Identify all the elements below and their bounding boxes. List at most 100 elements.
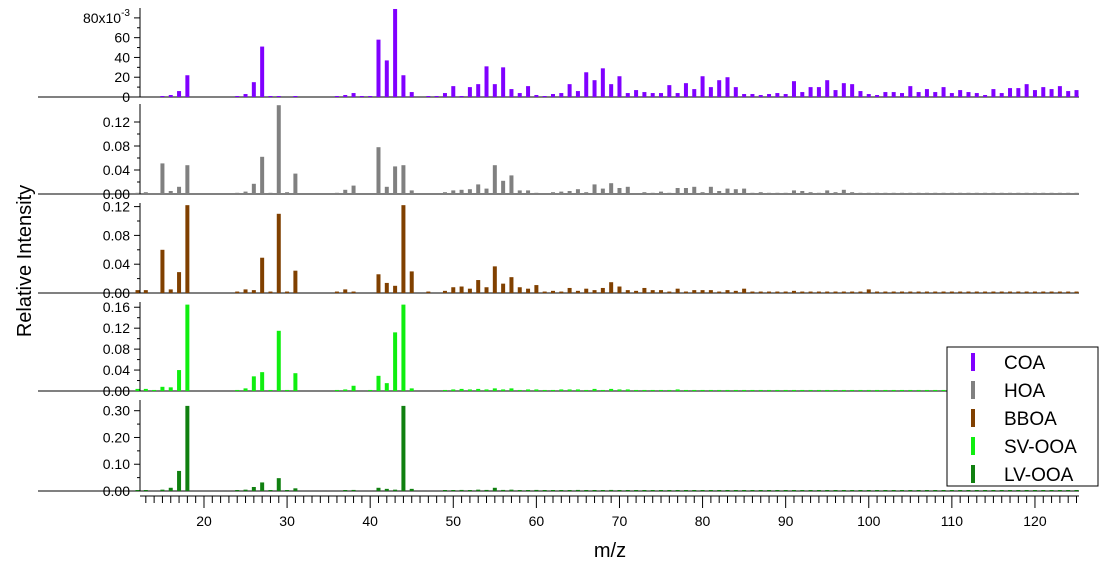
bar-mz-118 <box>1016 88 1021 97</box>
bar-mz-42 <box>384 488 389 491</box>
bar-mz-50 <box>451 389 456 391</box>
bar-mz-81 <box>708 186 713 194</box>
bar-mz-31 <box>293 373 298 391</box>
bar-mz-98 <box>850 291 855 293</box>
bar-mz-84 <box>733 189 738 194</box>
bar-mz-77 <box>675 93 680 97</box>
bar-mz-54 <box>484 489 489 491</box>
bar-mz-68 <box>600 188 605 194</box>
panel-lv-ooa: 0.00 0.10 0.20 0.30 <box>38 400 1079 499</box>
bar-mz-60 <box>534 95 539 97</box>
bar-mz-100 <box>866 389 871 391</box>
bar-mz-78 <box>683 188 688 194</box>
bar-mz-87 <box>758 291 763 293</box>
bar-mz-53 <box>476 489 481 491</box>
bar-mz-57 <box>509 489 514 491</box>
bar-mz-102 <box>883 490 888 491</box>
bar-mz-64 <box>567 84 572 97</box>
bar-mz-36 <box>334 389 339 391</box>
bar-mz-58 <box>517 287 522 293</box>
bar-mz-69 <box>609 183 614 194</box>
bar-mz-69 <box>609 388 614 391</box>
bar-mz-29 <box>276 105 281 194</box>
bar-mz-51 <box>459 96 464 97</box>
bar-mz-103 <box>891 92 896 97</box>
bar-mz-115 <box>991 291 996 293</box>
bar-mz-113 <box>974 93 979 97</box>
bar-mz-84 <box>733 87 738 97</box>
bar-mz-116 <box>999 93 1004 97</box>
bar-mz-74 <box>650 490 655 491</box>
bar-mz-45 <box>409 488 414 491</box>
bar-mz-36 <box>334 96 339 97</box>
bar-mz-122 <box>1049 89 1054 97</box>
bar-mz-38 <box>351 489 356 491</box>
bar-mz-66 <box>584 490 589 491</box>
bar-mz-78 <box>683 389 688 391</box>
bar-mz-108 <box>933 92 938 97</box>
bar-mz-45 <box>409 388 414 391</box>
bar-mz-60 <box>534 389 539 391</box>
bar-mz-92 <box>800 92 805 97</box>
bar-mz-58 <box>517 389 522 391</box>
bar-mz-68 <box>600 68 605 97</box>
bar-mz-49 <box>442 290 447 293</box>
bar-mz-97 <box>841 291 846 293</box>
bar-mz-18 <box>185 205 190 293</box>
bar-mz-81 <box>708 490 713 491</box>
bar-mz-70 <box>617 389 622 391</box>
bar-mz-124 <box>1066 291 1071 293</box>
bar-mz-103 <box>891 389 896 391</box>
bar-mz-72 <box>634 389 639 391</box>
bar-mz-101 <box>875 291 880 293</box>
y-tick-label: 0.04 <box>103 162 130 178</box>
bar-mz-109 <box>941 291 946 293</box>
bar-mz-36 <box>334 192 339 194</box>
x-tick-label: 30 <box>279 513 295 529</box>
bar-mz-107 <box>924 89 929 97</box>
bar-mz-12 <box>135 388 140 391</box>
legend-entry-hoa: HOA <box>971 381 1046 402</box>
x-tick-label: 90 <box>778 513 794 529</box>
bar-mz-96 <box>833 192 838 194</box>
bar-mz-99 <box>858 389 863 391</box>
bar-mz-94 <box>816 87 821 97</box>
bar-mz-86 <box>750 291 755 293</box>
bar-mz-125 <box>1074 192 1079 194</box>
bar-mz-15 <box>160 386 165 391</box>
bar-mz-117 <box>1008 88 1013 97</box>
bar-mz-29 <box>276 96 281 97</box>
bar-mz-94 <box>816 389 821 391</box>
bar-mz-53 <box>476 84 481 97</box>
bar-mz-29 <box>276 330 281 391</box>
bar-mz-45 <box>409 92 414 97</box>
bar-mz-92 <box>800 191 805 194</box>
bar-mz-63 <box>559 389 564 391</box>
bar-mz-90 <box>783 94 788 97</box>
y-tick-label: 0.08 <box>103 341 130 357</box>
bar-mz-92 <box>800 490 805 491</box>
bar-mz-73 <box>642 192 647 194</box>
bar-mz-101 <box>875 95 880 97</box>
bar-mz-66 <box>584 288 589 293</box>
y-tick-label: 0.00 <box>103 383 130 399</box>
bar-mz-51 <box>459 489 464 491</box>
bar-mz-71 <box>625 93 630 97</box>
bar-mz-52 <box>467 490 472 491</box>
bar-mz-57 <box>509 89 514 97</box>
bar-mz-79 <box>692 490 697 491</box>
bar-mz-65 <box>575 91 580 97</box>
bar-mz-84 <box>733 389 738 391</box>
bar-mz-109 <box>941 87 946 97</box>
bar-mz-84 <box>733 290 738 293</box>
bar-mz-93 <box>808 490 813 491</box>
bar-mz-93 <box>808 87 813 97</box>
bar-mz-47 <box>426 291 431 293</box>
bar-mz-105 <box>908 490 913 491</box>
bar-mz-16 <box>168 487 173 491</box>
panel-coa: 0 20 40 60 80x10-3 <box>38 8 1079 105</box>
bar-mz-43 <box>393 489 398 491</box>
bar-mz-103 <box>891 291 896 293</box>
bar-mz-16 <box>168 95 173 97</box>
bar-mz-54 <box>484 188 489 194</box>
